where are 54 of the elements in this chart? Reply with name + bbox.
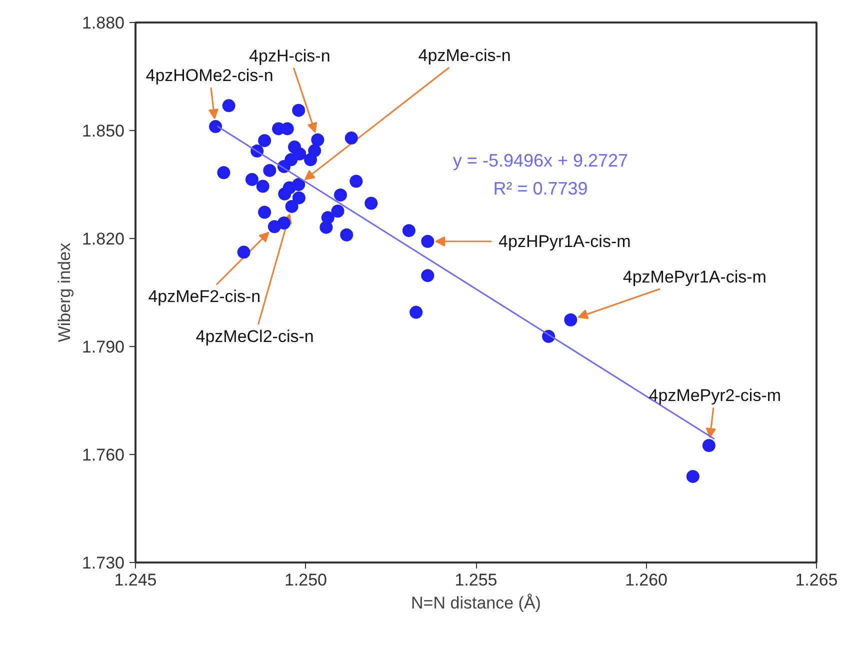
y-tick-label: 1.790 [82, 338, 125, 356]
y-tick-label: 1.880 [82, 14, 125, 32]
point [304, 153, 318, 166]
point [245, 172, 258, 186]
point [292, 104, 306, 117]
point [686, 470, 700, 483]
point [331, 204, 344, 218]
point [410, 306, 423, 319]
point [350, 174, 363, 188]
annotation: y = -5.9496x + 9.2727 [452, 150, 628, 170]
point [268, 220, 281, 234]
point [702, 439, 716, 452]
point [285, 200, 298, 213]
point [222, 99, 236, 112]
y-tick-label: 1.730 [82, 554, 125, 572]
point [344, 132, 358, 145]
x-axis-title: N=N distance (Å) [411, 594, 541, 612]
x-tick-label: 1.260 [624, 570, 668, 590]
annotation: 4pzHPyr1A-cis-m [498, 232, 631, 251]
point [402, 224, 416, 238]
annotation: 4pzMeF2-cis-n [148, 287, 261, 306]
point [217, 166, 230, 180]
point [421, 234, 434, 248]
point [258, 134, 272, 148]
y-axis-title: Wiberg index [54, 242, 74, 342]
annotation: R² = 0.7739 [493, 178, 588, 198]
point [278, 187, 292, 200]
x-tick-label: 1.265 [795, 570, 838, 590]
annotation: 4pzMePyr1A-cis-m [622, 267, 766, 286]
annotation: 4pzH-cis-n [249, 46, 330, 66]
annotation: 4pzMeCl2-cis-n [196, 326, 314, 346]
x-tick-label: 1.250 [284, 570, 328, 590]
point [258, 206, 272, 219]
x-tick-label: 1.245 [114, 570, 157, 590]
point [421, 269, 434, 282]
y-tick-label: 1.820 [82, 230, 125, 248]
point [564, 313, 578, 326]
annotation: 4pzHOMe2-cis-n [146, 66, 274, 86]
point [320, 220, 333, 234]
point [340, 228, 354, 242]
point [209, 120, 222, 134]
point [334, 188, 347, 202]
annotation: 4pzMePyr2-cis-m [648, 386, 782, 405]
point [256, 180, 270, 193]
y-tick-label: 1.850 [82, 122, 125, 140]
y-tick-label: 1.760 [82, 446, 125, 464]
point [237, 246, 250, 259]
annotation: 4pzMe-cis-n [418, 46, 511, 65]
point [263, 164, 276, 177]
point [280, 122, 294, 136]
point [311, 133, 324, 146]
point [292, 191, 306, 204]
x-tick-label: 1.255 [454, 570, 498, 590]
point [364, 196, 378, 210]
